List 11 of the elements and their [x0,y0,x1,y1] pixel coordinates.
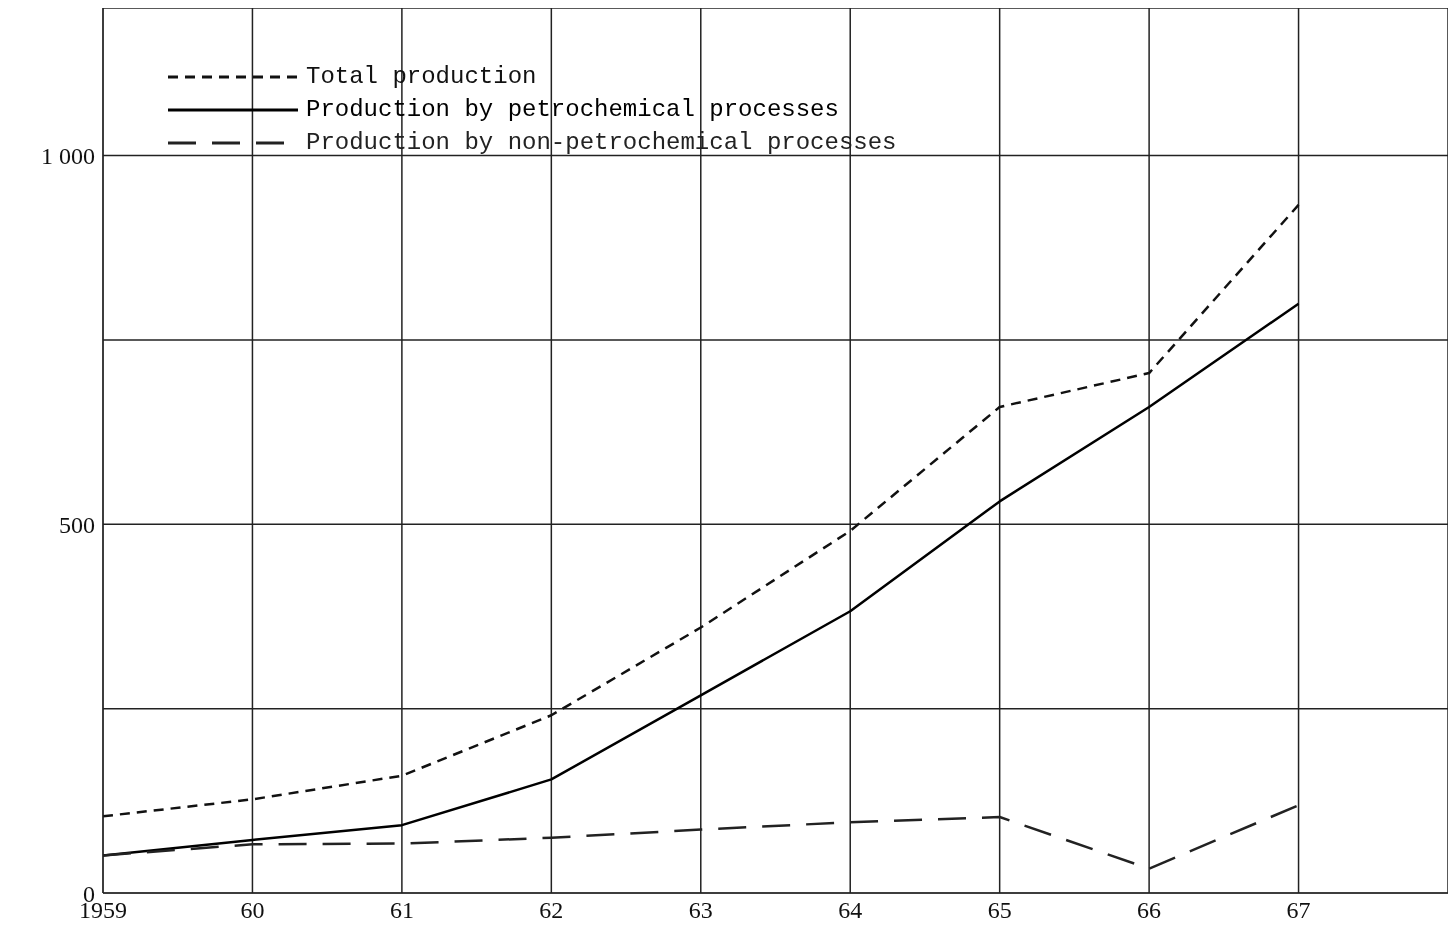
x-tick-label: 62 [539,897,564,924]
x-tick-label: 66 [1137,897,1162,924]
y-tick-label: 1 000 [41,143,95,170]
x-tick-label: 65 [987,897,1012,924]
x-tick-label: 61 [389,897,414,924]
x-tick-label: 60 [240,897,265,924]
x-tick-label: 64 [838,897,863,924]
x-tick-label: 63 [688,897,713,924]
line-series [103,203,1300,818]
y-tick-label: 500 [59,511,95,538]
x-tick-label: 67 [1286,897,1311,924]
